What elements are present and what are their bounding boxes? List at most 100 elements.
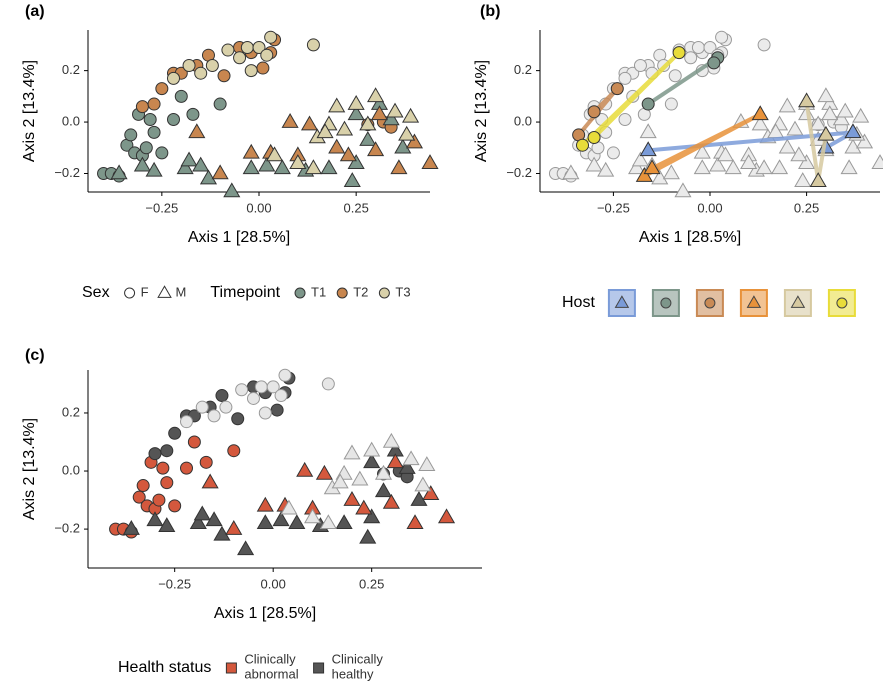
point	[351, 470, 369, 486]
point	[265, 146, 284, 162]
point	[256, 514, 274, 530]
point	[328, 97, 346, 113]
point	[180, 151, 198, 167]
point	[394, 138, 412, 154]
point	[715, 30, 729, 44]
point	[794, 172, 812, 187]
point	[852, 107, 870, 123]
legend-marker	[790, 295, 806, 308]
point	[651, 169, 669, 185]
point	[778, 97, 796, 113]
point	[192, 156, 210, 172]
point	[199, 455, 213, 469]
point	[160, 476, 174, 490]
point	[335, 514, 353, 530]
point	[585, 156, 603, 172]
point	[422, 485, 440, 501]
point	[821, 105, 839, 121]
point	[227, 444, 241, 458]
point	[176, 159, 194, 175]
point	[335, 120, 354, 136]
y-tick-label: 0.0	[62, 113, 80, 128]
point	[158, 517, 176, 532]
point	[633, 58, 647, 72]
point	[167, 71, 180, 85]
point	[618, 112, 632, 126]
point	[382, 110, 400, 126]
point	[817, 125, 835, 141]
point	[672, 46, 686, 60]
legend-marker	[746, 295, 762, 308]
legend-marker	[836, 297, 848, 309]
point	[751, 105, 769, 121]
legend-marker	[378, 287, 390, 299]
point	[757, 38, 771, 52]
point	[143, 112, 157, 126]
legend-marker	[614, 295, 630, 308]
point	[770, 159, 789, 175]
point	[709, 156, 727, 172]
x-tick-label: 0.25	[344, 200, 369, 215]
point	[339, 146, 357, 162]
x-tick-label: 0.25	[794, 200, 819, 215]
point	[343, 490, 361, 506]
point	[213, 97, 227, 111]
point	[266, 380, 280, 394]
point	[320, 159, 338, 175]
point	[587, 105, 601, 119]
point	[256, 61, 270, 75]
legend-key	[783, 289, 812, 317]
point	[274, 389, 288, 403]
point	[398, 125, 416, 141]
x-tick-label: 0.00	[246, 200, 271, 215]
legend-marker	[313, 662, 325, 674]
point	[174, 89, 188, 103]
point	[278, 368, 292, 382]
point	[414, 476, 432, 492]
legend-label: abnormal	[244, 666, 298, 681]
point	[363, 453, 381, 469]
point	[319, 514, 337, 530]
point	[182, 58, 196, 72]
point	[168, 426, 182, 440]
point	[213, 525, 231, 541]
y-tick-label: 0.0	[62, 462, 80, 477]
point	[707, 56, 721, 70]
point	[225, 519, 243, 535]
legend-marker	[294, 287, 306, 299]
point	[252, 40, 266, 54]
x-tick-label: 0.25	[359, 576, 384, 591]
point	[359, 115, 377, 131]
legend-title: Health status	[118, 659, 211, 676]
point	[347, 105, 365, 121]
point	[207, 409, 221, 423]
point	[576, 138, 589, 152]
legend-label: T3	[395, 284, 410, 299]
point	[187, 435, 201, 449]
point	[194, 66, 208, 80]
point	[562, 164, 580, 180]
point	[168, 499, 182, 513]
point	[703, 40, 717, 54]
point	[716, 146, 735, 162]
point	[205, 58, 219, 72]
legend-title: Timepoint	[210, 284, 280, 301]
point	[186, 107, 200, 121]
point	[343, 172, 361, 187]
point	[410, 490, 428, 506]
point	[258, 406, 272, 420]
point	[367, 141, 385, 157]
point	[347, 154, 365, 169]
point	[167, 112, 180, 126]
point	[635, 166, 653, 182]
point	[641, 97, 655, 111]
point	[237, 540, 255, 556]
point	[398, 459, 416, 474]
point	[840, 159, 858, 175]
point	[270, 403, 284, 417]
point	[316, 123, 334, 139]
legend-marker	[336, 287, 348, 299]
point	[300, 115, 319, 131]
point	[246, 391, 260, 405]
point	[374, 464, 393, 480]
